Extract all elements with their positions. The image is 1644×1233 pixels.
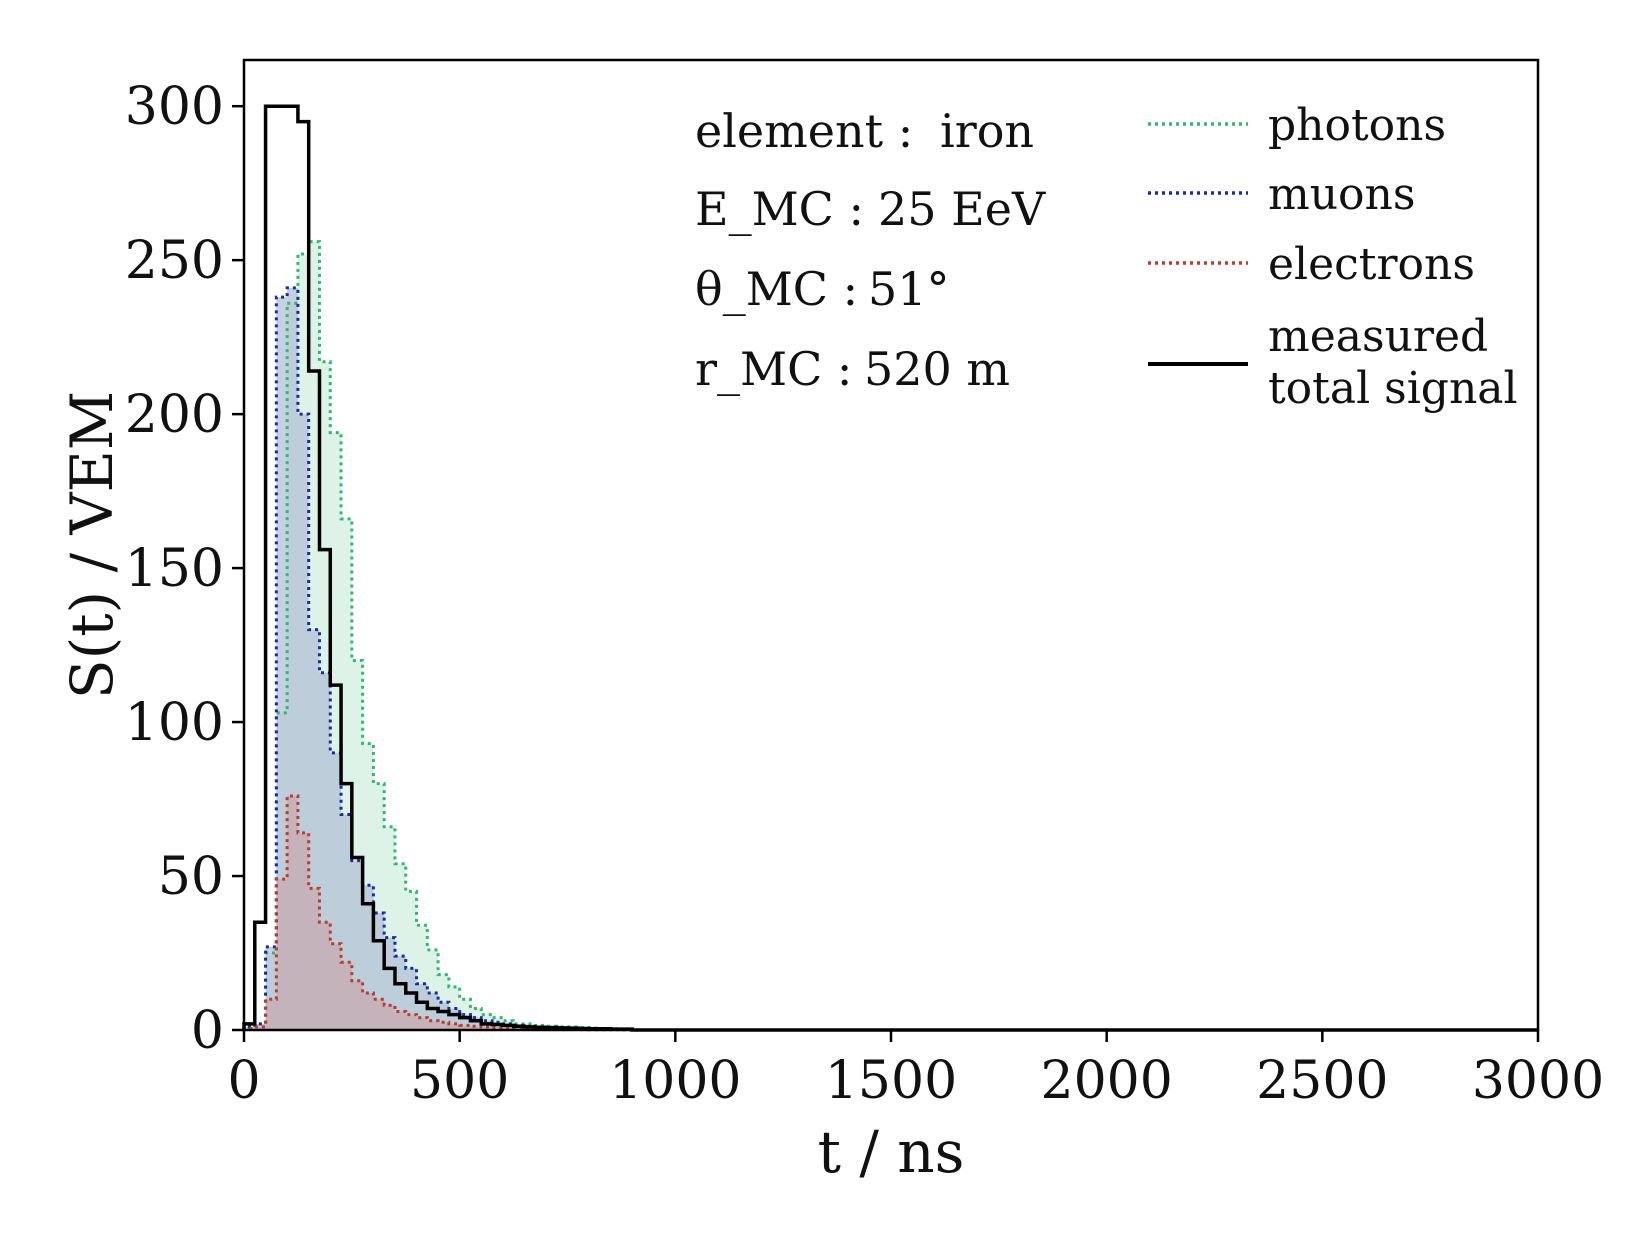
annotation-label-zenith: θ_MC : bbox=[695, 262, 858, 316]
legend: photons muons electrons measured total s… bbox=[1148, 100, 1518, 414]
annotation-label-distance: r_MC : bbox=[695, 342, 852, 396]
y-tick-label: 0 bbox=[191, 1001, 224, 1061]
annotation-value-zenith: 51° bbox=[868, 262, 950, 316]
annotation-box: element : iron E_MC : 25 EeV θ_MC : 51° … bbox=[695, 104, 1046, 396]
annotation-label-energy: E_MC : bbox=[695, 182, 864, 236]
x-tick-label: 500 bbox=[410, 1051, 509, 1111]
x-tick-label: 3000 bbox=[1472, 1051, 1604, 1111]
y-tick-label: 250 bbox=[125, 231, 224, 291]
x-tick-label: 1000 bbox=[609, 1051, 741, 1111]
legend-label-total-line1: measured bbox=[1268, 311, 1488, 362]
y-axis: 0 50 100 150 200 250 300 bbox=[125, 77, 244, 1061]
fill-layer bbox=[244, 241, 633, 1030]
y-tick-label: 50 bbox=[158, 847, 224, 907]
series-fill-2 bbox=[244, 795, 633, 1030]
x-tick-label: 0 bbox=[227, 1051, 260, 1111]
x-axis: 0 500 1000 1500 2000 2500 3000 bbox=[227, 1030, 1604, 1111]
y-tick-label: 150 bbox=[125, 539, 224, 599]
y-tick-label: 100 bbox=[125, 693, 224, 753]
y-tick-label: 200 bbox=[125, 385, 224, 445]
x-axis-title: t / ns bbox=[818, 1118, 965, 1186]
line-layer bbox=[242, 104, 1538, 1032]
x-tick-label: 1500 bbox=[825, 1051, 957, 1111]
y-tick-label: 300 bbox=[125, 77, 224, 137]
annotation-value-energy: 25 EeV bbox=[878, 182, 1046, 236]
x-tick-label: 2000 bbox=[1040, 1051, 1172, 1111]
annotation-value-distance: 520 m bbox=[864, 342, 1010, 396]
legend-label-total-line2: total signal bbox=[1268, 363, 1518, 414]
legend-label-electrons: electrons bbox=[1268, 239, 1475, 290]
series-fill-1 bbox=[244, 287, 633, 1030]
y-axis-title: S(t) / VEM bbox=[58, 391, 126, 699]
annotation-label-element: element : bbox=[695, 104, 913, 158]
series-line-3 bbox=[242, 104, 1538, 1032]
legend-label-total: measured total signal bbox=[1268, 311, 1518, 414]
series-line-2 bbox=[242, 794, 1538, 1032]
x-tick-label: 2500 bbox=[1256, 1051, 1388, 1111]
legend-label-photons: photons bbox=[1268, 100, 1446, 151]
annotation-value-element: iron bbox=[940, 104, 1034, 158]
legend-label-muons: muons bbox=[1268, 169, 1415, 220]
